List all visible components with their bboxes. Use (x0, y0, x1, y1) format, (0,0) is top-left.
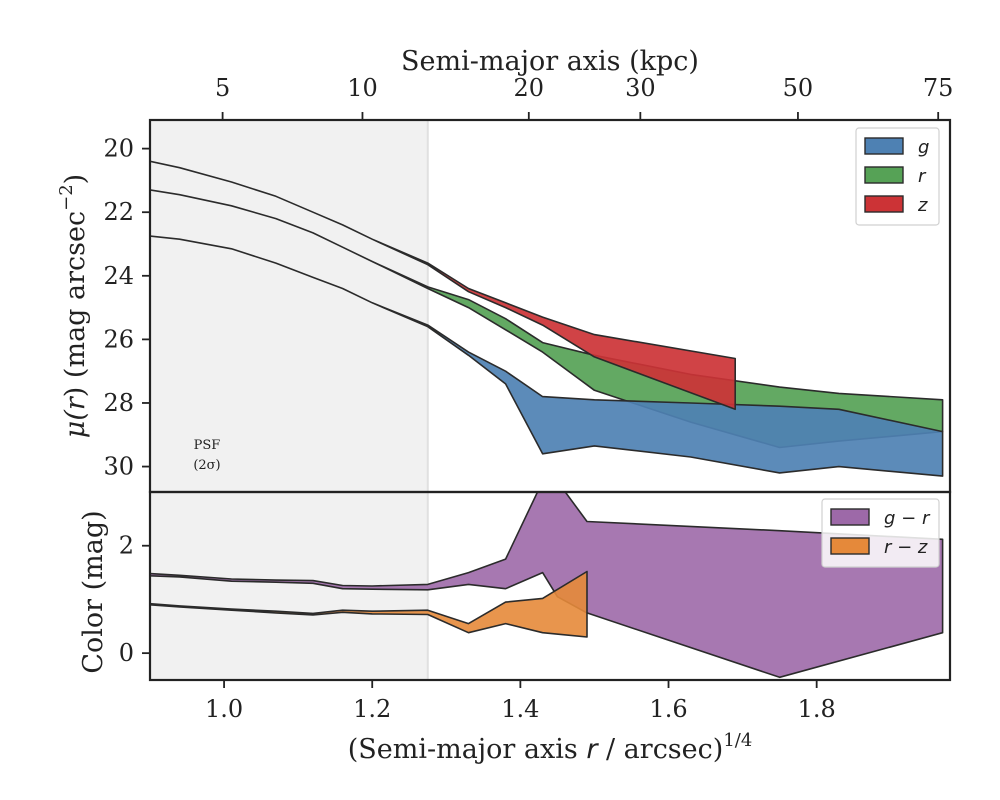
bottom-panel-series (150, 492, 944, 679)
series-band-z (150, 160, 737, 411)
x-tick-label: 1.6 (649, 695, 687, 723)
legend-swatch (864, 166, 904, 184)
legend-swatch (864, 195, 904, 213)
legend-label: z (917, 195, 928, 216)
x-title-sup: 1/4 (723, 730, 752, 751)
y-tick-label-top: 26 (103, 325, 134, 353)
legend-label: r (918, 166, 927, 187)
top-x-tick-label: 75 (923, 74, 954, 102)
legend-label: g − r (884, 508, 931, 529)
top-x-tick-label: 30 (625, 74, 656, 102)
top-x-tick-label: 20 (514, 74, 545, 102)
bottom-x-axis-title: (Semi-major axis r / arcsec)1/4 (348, 730, 753, 765)
legend-top: grz (855, 127, 940, 226)
psf-label-sigma: (2σ) (193, 458, 220, 473)
x-tick-label: 1.0 (205, 695, 243, 723)
y-title-sup: −2 (56, 184, 77, 211)
axis-ticks: 1.0 1.2 1.4 1.6 1.8 5 10 20 30 50 75 20 22 24 26 28 30 0 2 (103, 74, 953, 723)
y-tick-label-top: 30 (103, 453, 134, 481)
x-title-pre: (Semi-major axis (348, 734, 587, 765)
top-x-tick-label: 10 (347, 74, 378, 102)
top-x-tick-label: 50 (783, 74, 814, 102)
y-title-r: r (60, 395, 91, 410)
top-panel-series (150, 160, 944, 477)
psf-shade-region-top (150, 120, 428, 492)
y-title-close: ) (60, 174, 91, 185)
x-tick-label: 1.8 (798, 695, 836, 723)
y-tick-label-top: 20 (103, 135, 134, 163)
legend-swatch (830, 537, 870, 555)
y-title-pre: μ( (60, 409, 91, 439)
y-title-post: ) (mag arcsec (60, 211, 91, 397)
series-band-rz (150, 570, 588, 638)
x-title-r: r (586, 734, 599, 765)
legend-label: g (918, 137, 929, 158)
series-band-r (150, 189, 944, 449)
series-band-gr (150, 492, 944, 679)
bottom-panel-frame (148, 490, 952, 682)
x-title-post: / arcsec) (597, 734, 723, 765)
x-tick-label: 1.2 (353, 695, 391, 723)
top-x-axis-title: Semi-major axis (kpc) (401, 46, 699, 77)
legend-bottom: g − r r − z (821, 498, 940, 568)
bottom-y-axis-title: Color (mag) (78, 510, 109, 673)
legend-label: r − z (884, 537, 928, 558)
y-tick-label-bottom: 0 (119, 639, 134, 667)
series-band-g (150, 235, 944, 477)
legend-swatch (830, 508, 870, 526)
y-tick-label-bottom: 2 (119, 532, 134, 560)
y-tick-label-top: 28 (103, 389, 134, 417)
psf-label: PSF (194, 438, 221, 453)
legend-swatch (864, 137, 904, 155)
top-y-axis-title: μ(r) (mag arcsec−2) (56, 174, 91, 438)
y-tick-label-top: 22 (103, 198, 134, 226)
y-tick-label-top: 24 (103, 262, 134, 290)
top-x-tick-label: 5 (215, 74, 230, 102)
x-tick-label: 1.4 (501, 695, 539, 723)
